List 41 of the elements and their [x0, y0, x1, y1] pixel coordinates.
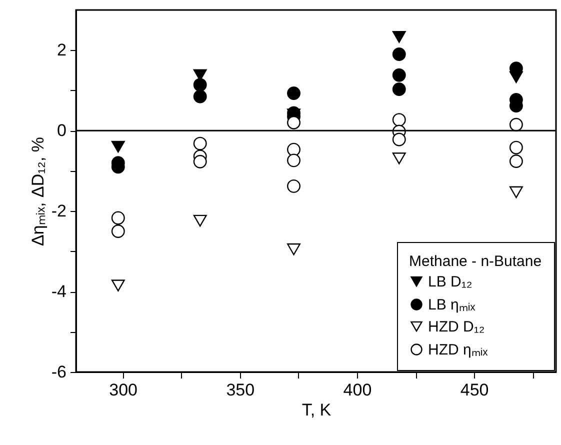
- point: [287, 86, 300, 100]
- y-tick-label: -4: [51, 282, 66, 302]
- point: [111, 211, 125, 225]
- y-tick-label: 0: [57, 121, 66, 140]
- point: [392, 113, 406, 127]
- point: [193, 78, 207, 92]
- point: [193, 154, 207, 168]
- point: [392, 48, 406, 61]
- x-tick-label: 400: [343, 380, 372, 400]
- legend-label: HZD D₁₂: [428, 318, 485, 336]
- legend-title: Methane - n-Butane: [409, 253, 542, 270]
- y-tick-label: -2: [51, 202, 66, 221]
- point: [111, 280, 125, 292]
- x-tick-label: 300: [109, 380, 138, 400]
- legend-label: HZD ηₘᵢₓ: [428, 342, 488, 358]
- point: [193, 136, 207, 150]
- point: [287, 243, 300, 256]
- point: [509, 118, 523, 132]
- legend-label: LB D₁₂: [428, 274, 472, 290]
- point: [392, 31, 406, 43]
- point: [392, 68, 406, 82]
- point: [193, 214, 207, 227]
- point: [111, 140, 125, 153]
- point: [392, 82, 406, 96]
- point: [509, 140, 523, 154]
- x-tick-label: 350: [226, 380, 255, 400]
- point: [287, 116, 300, 130]
- point: [193, 90, 207, 104]
- x-axis-title: T, K: [302, 400, 332, 420]
- point: [392, 152, 406, 164]
- point: [509, 154, 523, 168]
- point: [287, 179, 300, 193]
- point: [287, 154, 300, 168]
- x-tick-label: 450: [460, 380, 489, 400]
- y-tick-label: -6: [51, 362, 66, 382]
- y-tick-label: 2: [57, 40, 66, 60]
- point: [392, 132, 406, 146]
- legend-label: LB ηₘᵢₓ: [428, 296, 476, 314]
- y-axis-title: Δηₘᵢₓ, ΔD₁₂, %: [28, 136, 48, 246]
- point: [111, 224, 125, 238]
- point: [509, 186, 523, 198]
